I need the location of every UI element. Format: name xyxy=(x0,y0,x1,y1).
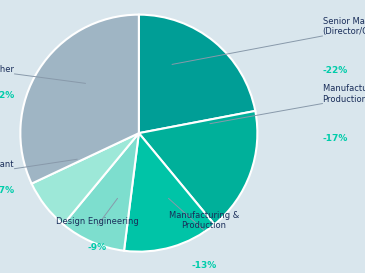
Text: Design Engineering: Design Engineering xyxy=(56,216,139,225)
Text: -32%: -32% xyxy=(0,91,15,100)
Text: -9%: -9% xyxy=(88,243,107,252)
Wedge shape xyxy=(20,15,139,184)
Text: Consultant: Consultant xyxy=(0,160,15,169)
Text: -22%: -22% xyxy=(323,66,348,75)
Text: Manufacturing &
Production: Manufacturing & Production xyxy=(169,211,239,230)
Wedge shape xyxy=(124,133,214,252)
Text: Other: Other xyxy=(0,65,15,74)
Wedge shape xyxy=(32,133,139,224)
Text: -17%: -17% xyxy=(323,134,348,143)
Text: -13%: -13% xyxy=(191,261,217,270)
Text: Senior Management
(Director/C-Level): Senior Management (Director/C-Level) xyxy=(323,17,365,36)
Wedge shape xyxy=(63,133,139,251)
Wedge shape xyxy=(139,15,255,133)
Text: Manufacturing &
Production: Manufacturing & Production xyxy=(323,84,365,103)
Text: -7%: -7% xyxy=(0,186,15,195)
Wedge shape xyxy=(139,111,257,224)
